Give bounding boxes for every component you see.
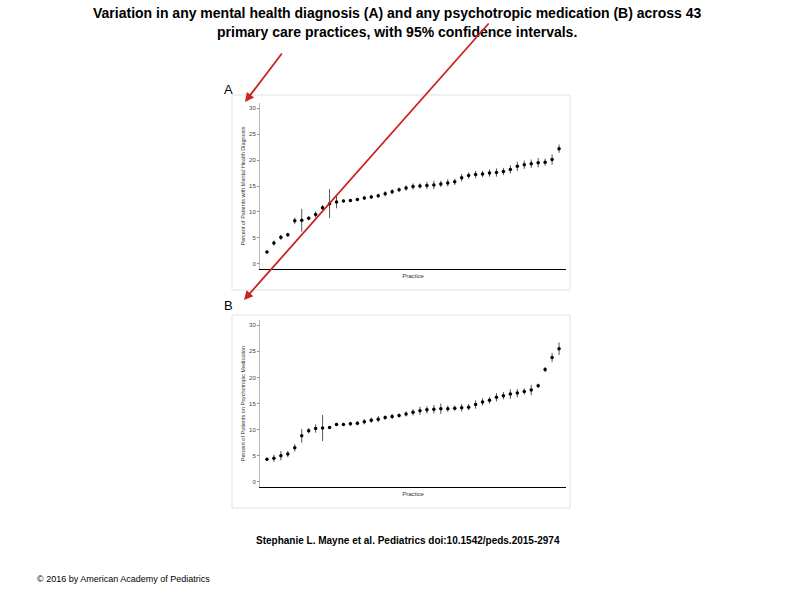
svg-text:primary care practices, with 9: primary care practices, with 95% confide…: [217, 24, 577, 40]
svg-text:A: A: [224, 82, 233, 97]
svg-text:0: 0: [252, 479, 256, 485]
svg-text:5: 5: [252, 453, 256, 459]
svg-text:Practice: Practice: [402, 491, 424, 497]
svg-text:10: 10: [249, 209, 256, 215]
svg-text:0: 0: [252, 261, 256, 267]
svg-text:15: 15: [249, 401, 256, 407]
svg-text:25: 25: [249, 348, 256, 354]
svg-text:Variation in any mental health: Variation in any mental health diagnosis…: [93, 5, 702, 21]
svg-text:5: 5: [252, 235, 256, 241]
svg-text:B: B: [224, 298, 233, 313]
svg-text:© 2016 by American Academy of: © 2016 by American Academy of Pediatrics: [37, 574, 210, 584]
svg-text:30: 30: [249, 105, 256, 111]
svg-text:Percent of Patients with Menta: Percent of Patients with Mental Health D…: [240, 126, 246, 245]
svg-text:Percent of Patients on Psychot: Percent of Patients on Psychotropic Medi…: [240, 346, 246, 461]
svg-text:15: 15: [249, 183, 256, 189]
svg-text:30: 30: [249, 322, 256, 328]
svg-text:10: 10: [249, 427, 256, 433]
svg-text:Stephanie L. Mayne et al. Pedi: Stephanie L. Mayne et al. Pediatrics doi…: [256, 535, 560, 546]
svg-text:Practice: Practice: [402, 273, 424, 279]
svg-text:20: 20: [249, 157, 256, 163]
svg-text:20: 20: [249, 375, 256, 381]
svg-text:25: 25: [249, 131, 256, 137]
